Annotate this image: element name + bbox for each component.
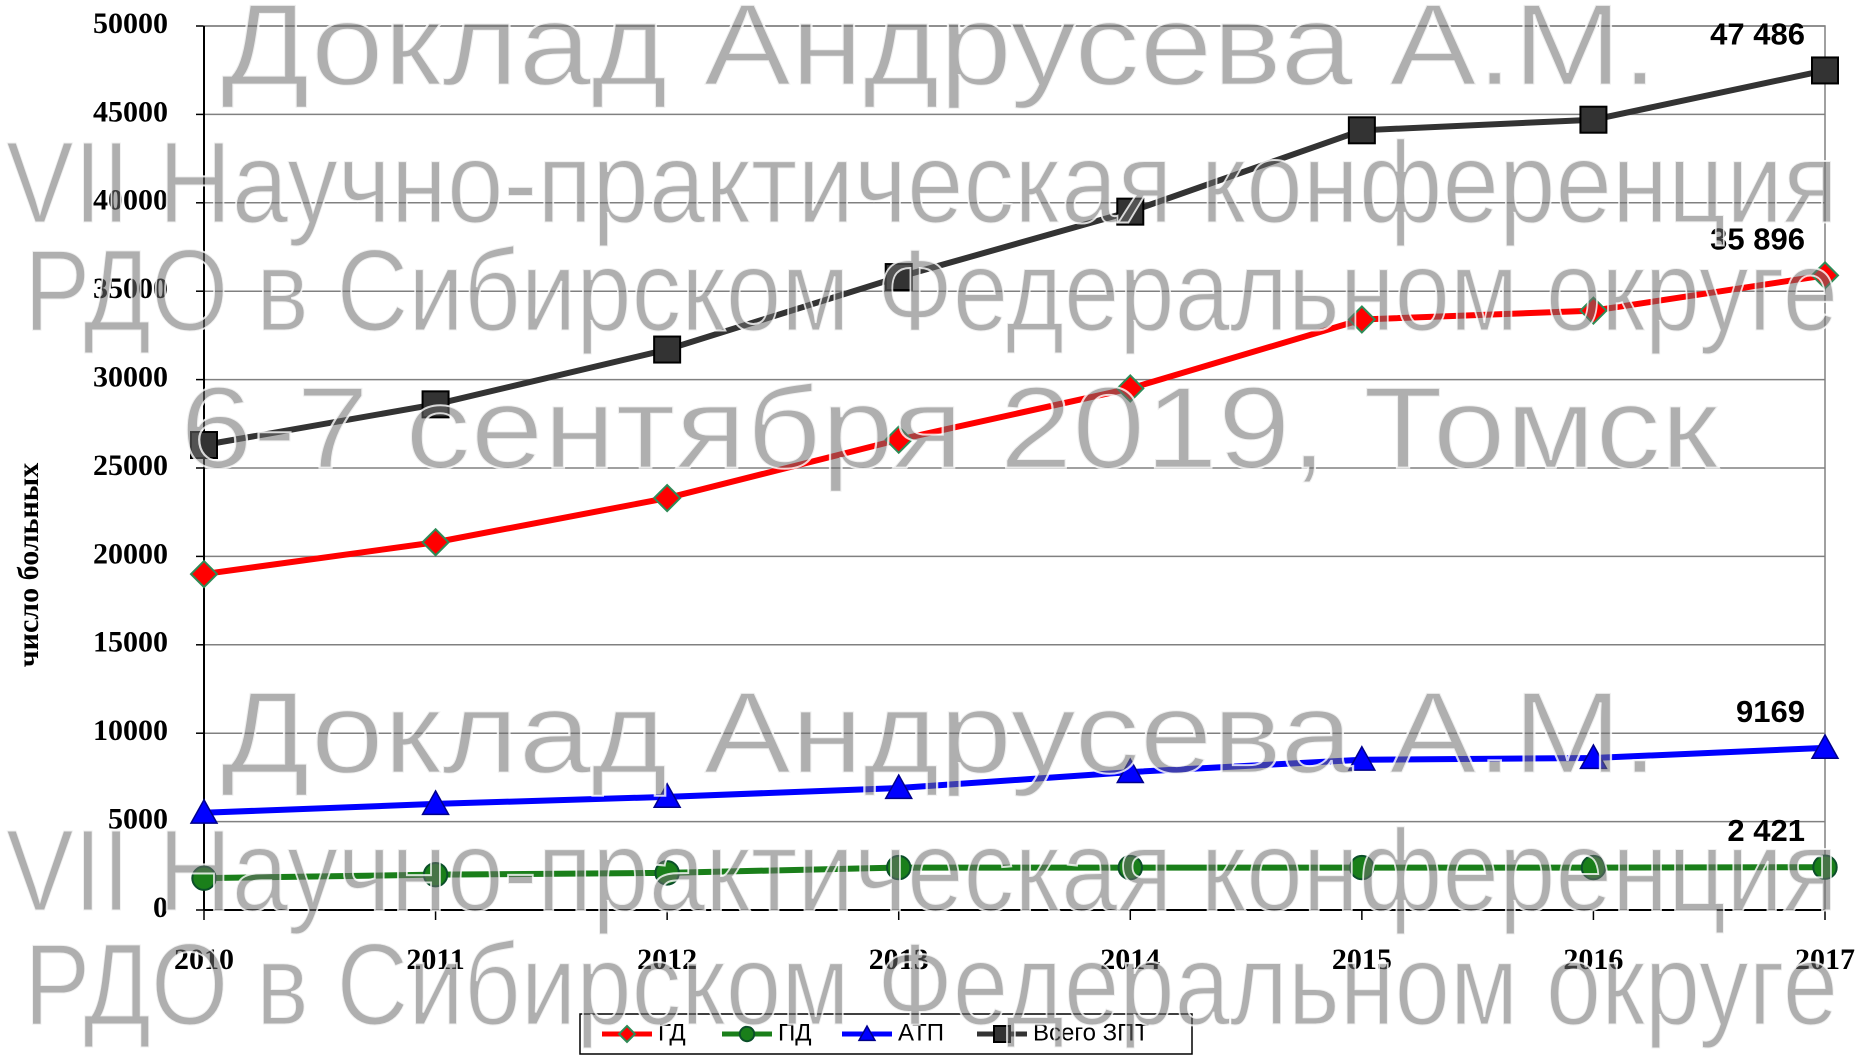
legend-label: АТП <box>898 1019 944 1046</box>
data-point <box>191 865 217 891</box>
data-point <box>1116 197 1145 226</box>
y-tick-label: 20000 <box>93 537 168 570</box>
data-point <box>654 860 680 886</box>
data-point <box>1347 116 1376 145</box>
x-tick-label: 2017 <box>1795 943 1855 976</box>
y-tick-label: 50000 <box>93 7 168 40</box>
legend-marker <box>738 1025 756 1043</box>
data-point <box>1579 743 1608 770</box>
data-point <box>189 798 219 824</box>
watermark: 6-7 сентября 2019, Томск <box>180 363 1719 493</box>
data-label: 9169 <box>1736 694 1805 729</box>
x-tick-label: 2015 <box>1332 943 1392 976</box>
legend-marker <box>857 1024 877 1042</box>
watermark: VII Научно-практическая конференция <box>6 806 1838 936</box>
data-point <box>1579 105 1608 134</box>
x-tick-label: 2011 <box>406 943 464 976</box>
data-point <box>886 854 912 881</box>
data-point <box>422 861 449 888</box>
series-line <box>203 744 1826 816</box>
data-label: 35 896 <box>1710 221 1805 256</box>
data-point <box>884 425 914 455</box>
watermark: Доклад Андрусева А.М. <box>221 668 1658 798</box>
data-point <box>190 431 218 460</box>
legend-label: Всего ЗПТ <box>1033 1019 1149 1046</box>
data-point <box>1580 854 1607 881</box>
data-point <box>1347 305 1377 334</box>
data-point <box>884 773 913 800</box>
y-tick-label: 30000 <box>93 360 168 393</box>
legend-marker <box>993 1025 1011 1043</box>
watermark: VII Научно-практическая конференция <box>6 118 1838 248</box>
series-line <box>203 864 1826 882</box>
data-point <box>1810 733 1840 760</box>
y-tick-label: 35000 <box>93 272 168 305</box>
y-tick-label: 15000 <box>93 626 168 659</box>
data-point <box>1349 854 1375 881</box>
data-point <box>421 789 450 816</box>
data-point <box>652 483 682 513</box>
data-label: 47 486 <box>1710 16 1805 51</box>
y-tick-label: 0 <box>153 891 168 924</box>
y-tick-label: 25000 <box>93 449 168 482</box>
watermark: Доклад Андрусева А.М. <box>221 0 1658 110</box>
data-point <box>1115 374 1145 403</box>
y-tick-label: 45000 <box>93 95 168 128</box>
legend-label: ГД <box>658 1019 686 1046</box>
data-point <box>189 559 219 589</box>
x-tick-label: 2013 <box>869 943 929 976</box>
x-tick-label: 2014 <box>1100 943 1160 976</box>
data-point <box>421 527 450 557</box>
y-axis-label: число больных <box>12 463 45 667</box>
data-point <box>421 390 450 419</box>
watermark: РДО в Сибирском Федеральном округе <box>24 226 1838 356</box>
data-point <box>652 782 682 808</box>
watermark: РДО в Сибирском Федеральном округе <box>24 920 1838 1050</box>
data-point <box>1812 854 1838 880</box>
data-label: 2 421 <box>1727 813 1805 848</box>
x-tick-label: 2012 <box>637 943 697 976</box>
series-line <box>203 67 1826 448</box>
y-tick-label: 5000 <box>108 802 168 835</box>
series-line <box>203 272 1826 578</box>
legend-marker <box>617 1024 637 1044</box>
y-tick-label: 40000 <box>93 184 168 217</box>
data-point <box>1116 757 1145 784</box>
x-tick-label: 2010 <box>174 943 234 976</box>
data-point <box>1811 56 1839 85</box>
data-point <box>1579 296 1608 326</box>
legend: ГД ПД АТП Всего ЗПТ <box>579 1013 1193 1055</box>
y-tick-label: 10000 <box>93 714 168 747</box>
legend-label: ПД <box>778 1019 812 1046</box>
data-point <box>1810 260 1840 290</box>
data-point <box>884 263 913 292</box>
data-point <box>1117 854 1143 881</box>
x-tick-label: 2016 <box>1563 943 1623 976</box>
data-point <box>1347 745 1377 771</box>
data-point <box>653 335 682 364</box>
